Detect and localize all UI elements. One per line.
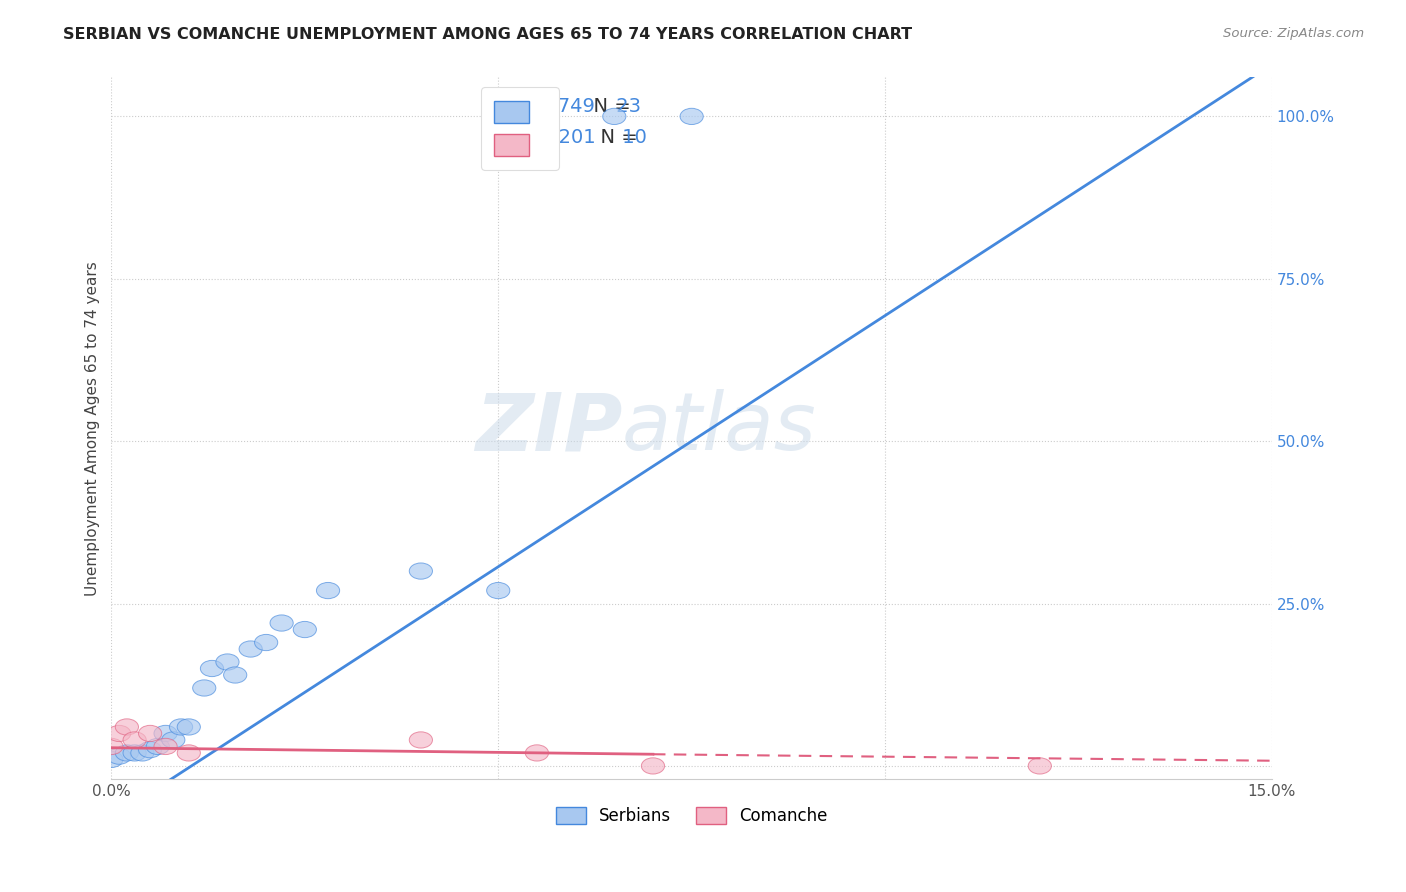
Text: N =: N = [582,97,637,116]
Ellipse shape [131,745,155,761]
Y-axis label: Unemployment Among Ages 65 to 74 years: Unemployment Among Ages 65 to 74 years [86,260,100,596]
Ellipse shape [316,582,340,599]
Text: 23: 23 [610,97,641,116]
Ellipse shape [254,634,278,650]
Ellipse shape [115,745,138,761]
Ellipse shape [115,719,138,735]
Legend: Serbians, Comanche: Serbians, Comanche [547,799,837,834]
Text: ZIP: ZIP [475,389,621,467]
Ellipse shape [526,745,548,761]
Ellipse shape [1028,758,1052,774]
Text: SERBIAN VS COMANCHE UNEMPLOYMENT AMONG AGES 65 TO 74 YEARS CORRELATION CHART: SERBIAN VS COMANCHE UNEMPLOYMENT AMONG A… [63,27,912,42]
Ellipse shape [486,582,510,599]
Ellipse shape [177,719,201,735]
Ellipse shape [155,739,177,755]
Ellipse shape [201,660,224,677]
Ellipse shape [100,751,122,767]
Ellipse shape [177,745,201,761]
Ellipse shape [122,745,146,761]
Text: 10: 10 [616,128,647,146]
Ellipse shape [162,731,186,748]
Ellipse shape [100,739,122,755]
Ellipse shape [155,725,177,741]
Ellipse shape [270,615,294,632]
Ellipse shape [107,725,131,741]
Text: -0.201: -0.201 [533,128,595,146]
Ellipse shape [603,108,626,125]
Ellipse shape [138,741,162,758]
Text: Source: ZipAtlas.com: Source: ZipAtlas.com [1223,27,1364,40]
Ellipse shape [193,680,217,696]
Ellipse shape [138,725,162,741]
Text: atlas: atlas [621,389,817,467]
Ellipse shape [239,640,263,657]
Ellipse shape [224,667,247,683]
Ellipse shape [122,731,146,748]
Ellipse shape [170,719,193,735]
Text: R =: R = [512,128,554,146]
Ellipse shape [641,758,665,774]
Ellipse shape [409,731,433,748]
Text: R =: R = [512,97,554,116]
Ellipse shape [681,108,703,125]
Ellipse shape [409,563,433,579]
Ellipse shape [107,748,131,764]
Ellipse shape [294,622,316,638]
Ellipse shape [217,654,239,670]
Text: N =: N = [588,128,644,146]
Ellipse shape [146,739,170,755]
Text: 0.749: 0.749 [533,97,595,116]
